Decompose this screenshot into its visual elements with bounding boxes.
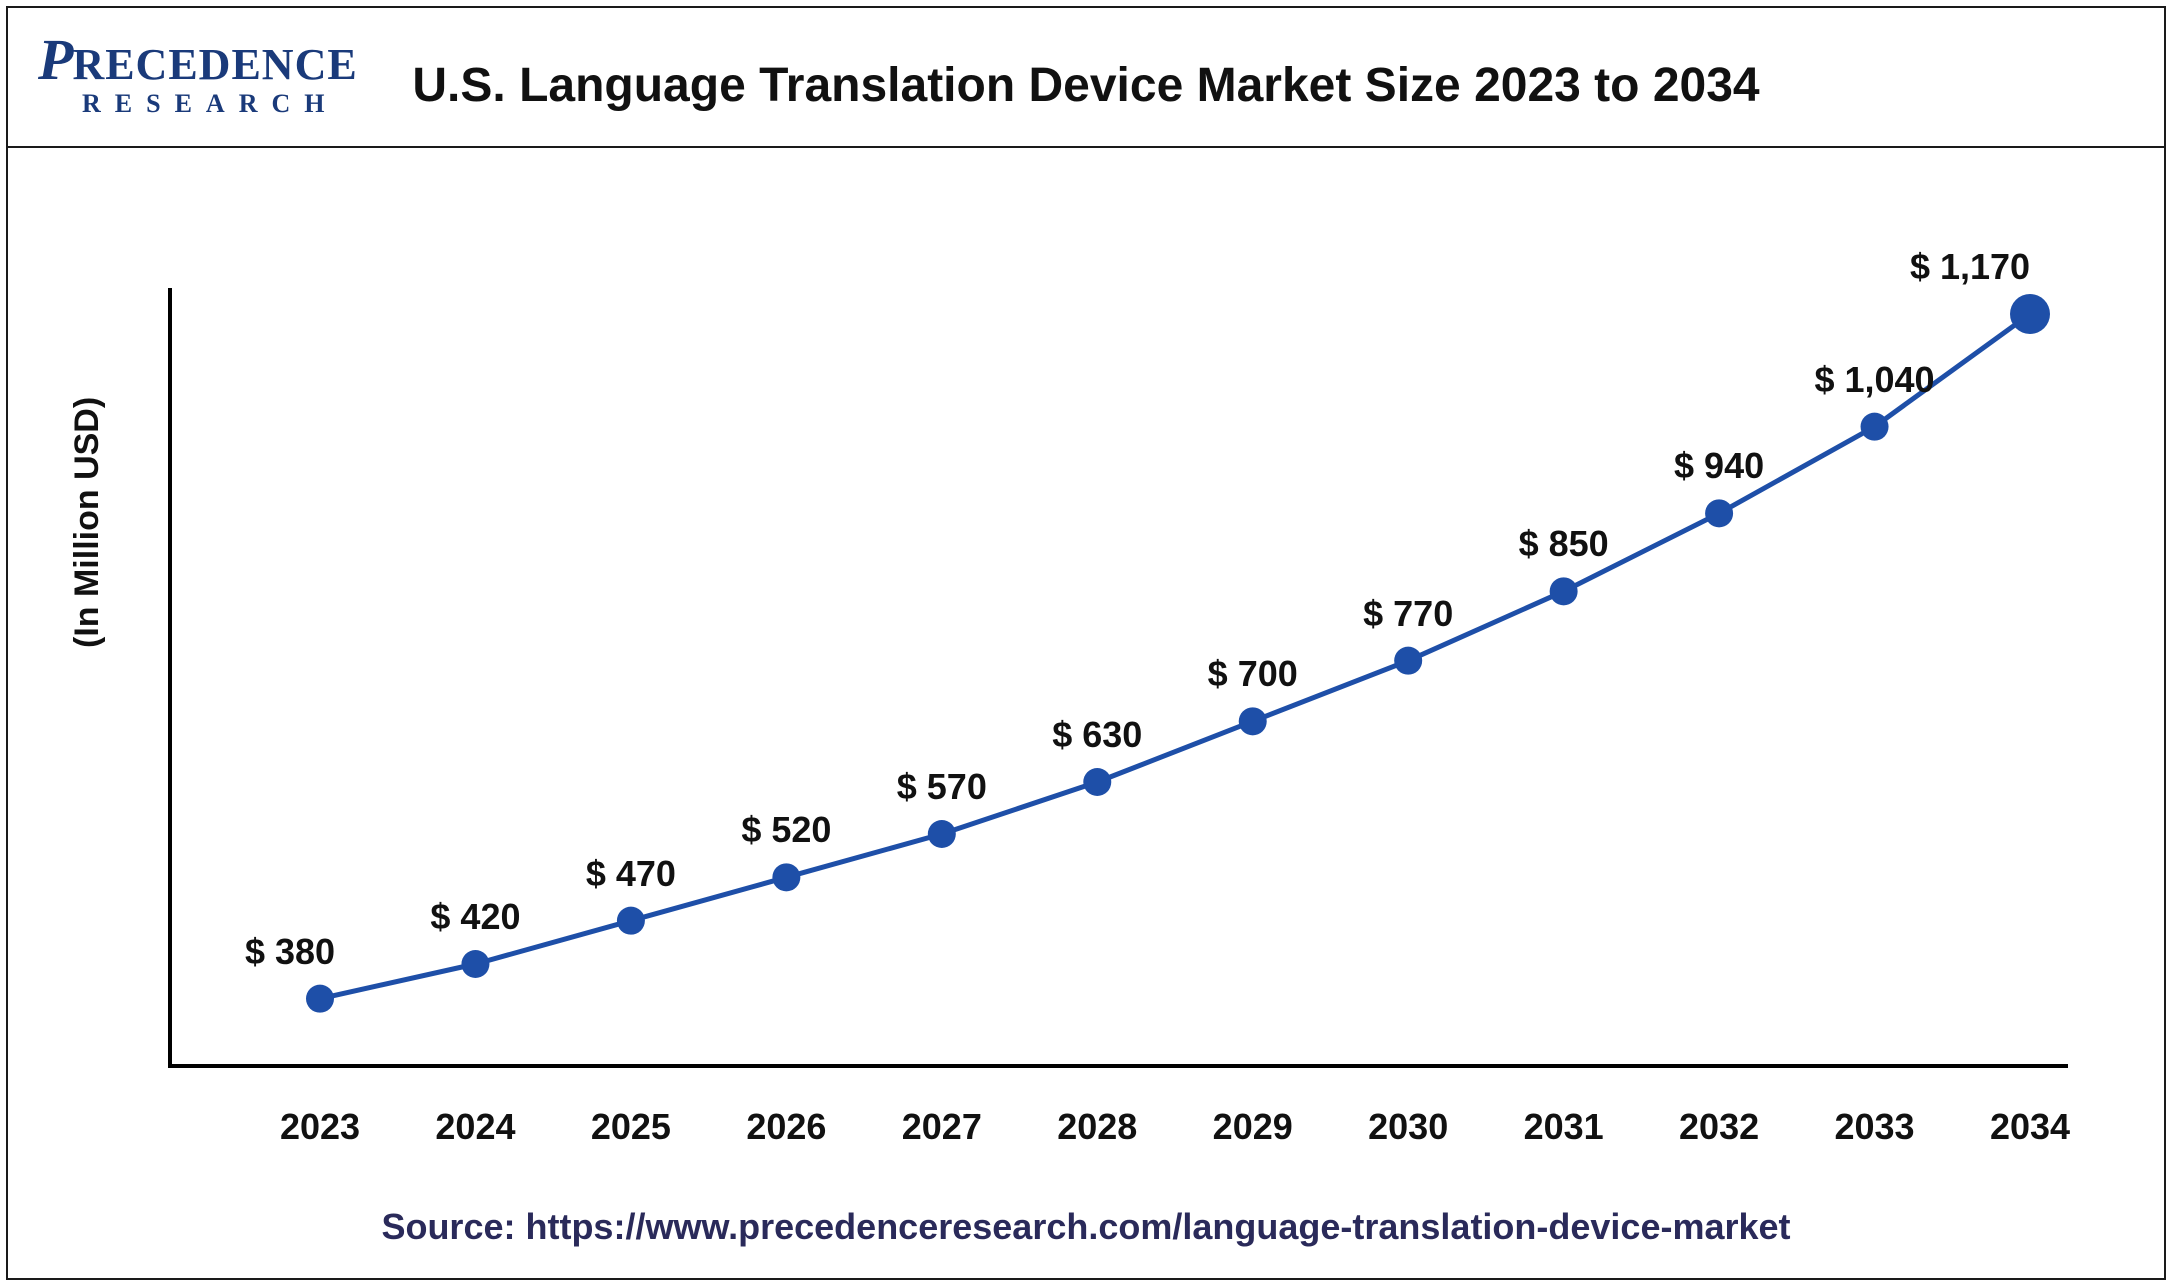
data-label: $ 420 bbox=[430, 896, 520, 938]
data-label: $ 520 bbox=[741, 809, 831, 851]
source-text: Source: https://www.precedenceresearch.c… bbox=[8, 1206, 2164, 1248]
data-label: $ 770 bbox=[1363, 593, 1453, 635]
x-tick-label: 2029 bbox=[1213, 1106, 1293, 1148]
x-tick-label: 2031 bbox=[1524, 1106, 1604, 1148]
data-point bbox=[1861, 413, 1889, 441]
data-label: $ 1,170 bbox=[1910, 246, 2030, 288]
x-tick-label: 2032 bbox=[1679, 1106, 1759, 1148]
data-label: $ 1,040 bbox=[1814, 359, 1934, 401]
data-point bbox=[461, 950, 489, 978]
data-label: $ 940 bbox=[1674, 445, 1764, 487]
data-point bbox=[1083, 768, 1111, 796]
y-axis-label: (In Million USD) bbox=[68, 397, 107, 648]
x-tick-label: 2026 bbox=[746, 1106, 826, 1148]
data-label: $ 470 bbox=[586, 853, 676, 895]
data-label: $ 630 bbox=[1052, 714, 1142, 756]
data-point bbox=[928, 820, 956, 848]
data-point bbox=[772, 863, 800, 891]
plot-area: 2023202420252026202720282029203020312032… bbox=[168, 288, 2068, 1068]
x-tick-label: 2034 bbox=[1990, 1106, 2070, 1148]
chart-frame: P RECEDENCE RESEARCH U.S. Language Trans… bbox=[6, 6, 2166, 1280]
x-tick-label: 2033 bbox=[1834, 1106, 1914, 1148]
line-chart-svg bbox=[168, 288, 2068, 1068]
chart-title: U.S. Language Translation Device Market … bbox=[8, 58, 2164, 113]
x-tick-label: 2027 bbox=[902, 1106, 982, 1148]
data-point bbox=[617, 907, 645, 935]
x-tick-label: 2025 bbox=[591, 1106, 671, 1148]
x-tick-label: 2028 bbox=[1057, 1106, 1137, 1148]
data-label: $ 380 bbox=[245, 931, 335, 973]
data-point bbox=[2010, 294, 2050, 334]
chart-line bbox=[320, 314, 2030, 999]
data-label: $ 570 bbox=[897, 766, 987, 808]
data-point bbox=[306, 985, 334, 1013]
x-tick-label: 2023 bbox=[280, 1106, 360, 1148]
data-point bbox=[1550, 577, 1578, 605]
data-point bbox=[1705, 499, 1733, 527]
data-point bbox=[1394, 647, 1422, 675]
data-label: $ 700 bbox=[1208, 653, 1298, 695]
header-bar: P RECEDENCE RESEARCH U.S. Language Trans… bbox=[8, 8, 2164, 148]
x-tick-label: 2024 bbox=[435, 1106, 515, 1148]
data-point bbox=[1239, 707, 1267, 735]
data-label: $ 850 bbox=[1519, 523, 1609, 565]
x-tick-label: 2030 bbox=[1368, 1106, 1448, 1148]
